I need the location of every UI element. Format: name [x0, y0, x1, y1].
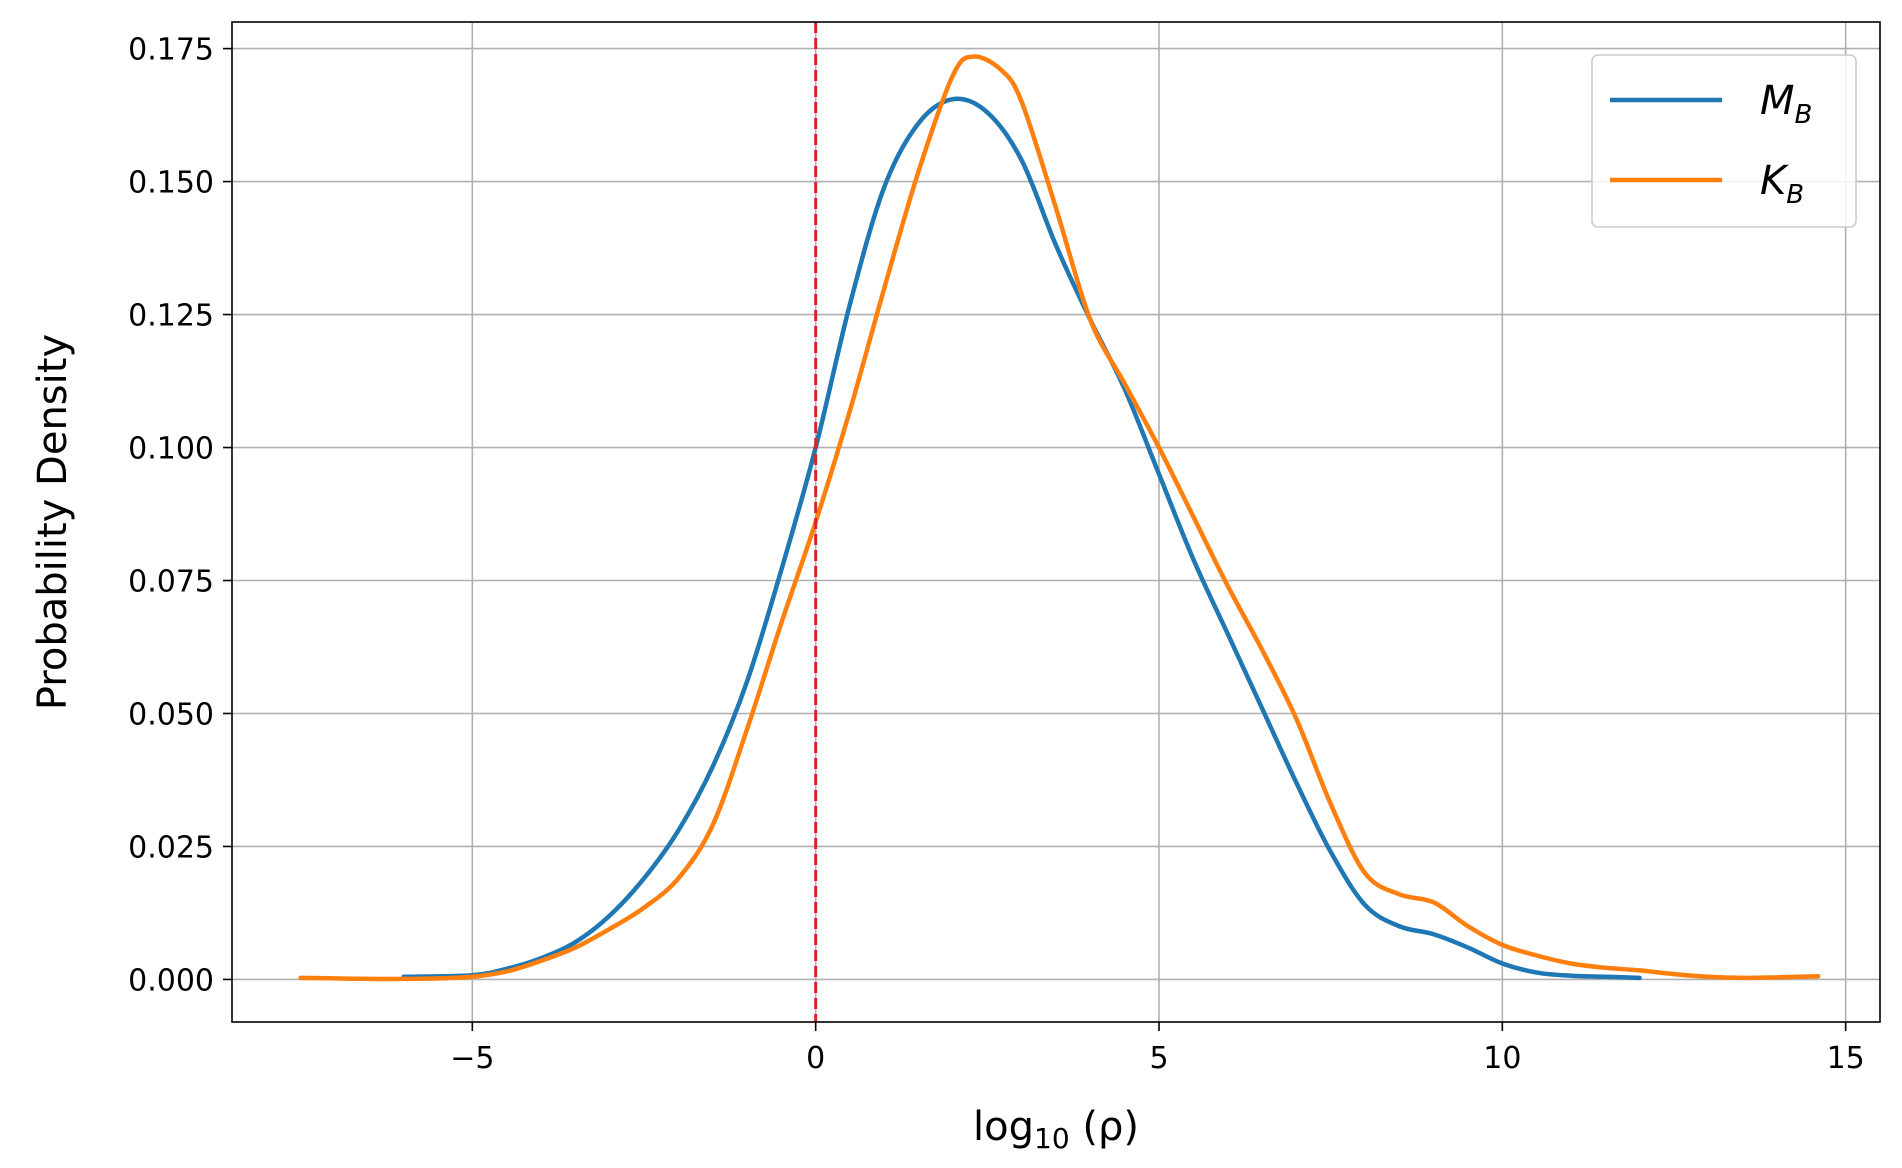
axes-frame [231, 21, 1881, 1023]
y-tick-label: 0.075 [128, 565, 214, 600]
legend-label: KB [1760, 158, 1804, 210]
y-tick-label: 0.025 [128, 830, 214, 865]
series-line-m-b [401, 96, 1642, 981]
y-tick-label: 0.050 [128, 697, 214, 732]
x-axis-title-base: log [973, 1104, 1034, 1150]
plot-area [298, 22, 1821, 1022]
x-tick-label: 5 [1149, 1041, 1168, 1076]
legend-label-main: K [1760, 158, 1789, 204]
y-tick-label: 0.150 [128, 166, 214, 201]
x-tick-label: 10 [1483, 1041, 1521, 1076]
axis-ticks: −5 0 5 10 15 0.000 0.025 0.050 0.075 0.100 0.125 0.… [128, 33, 1865, 1076]
y-tick-label: 0.100 [128, 432, 214, 467]
y-tick-label: 0.175 [128, 33, 214, 68]
legend-label-subscript: B [1795, 100, 1813, 130]
x-tick-label: −5 [450, 1041, 494, 1076]
x-tick-label: 15 [1827, 1041, 1865, 1076]
legend-box [1591, 54, 1857, 228]
legend-label: MB [1760, 78, 1812, 130]
legend-label-subscript: B [1786, 180, 1804, 210]
legend-label-main: M [1760, 78, 1795, 124]
x-axis-title-rest: (ρ) [1070, 1104, 1139, 1150]
x-tick-label: 0 [806, 1041, 825, 1076]
y-tick-label: 0.000 [128, 963, 214, 998]
grid-lines [232, 22, 1880, 1022]
x-axis-title-subscript: 10 [1034, 1122, 1070, 1155]
y-axis-title: Probability Density [30, 334, 76, 710]
series-line-k-b [298, 54, 1821, 982]
x-axis-title: log10 (ρ) [973, 1104, 1139, 1155]
y-tick-label: 0.125 [128, 299, 214, 334]
